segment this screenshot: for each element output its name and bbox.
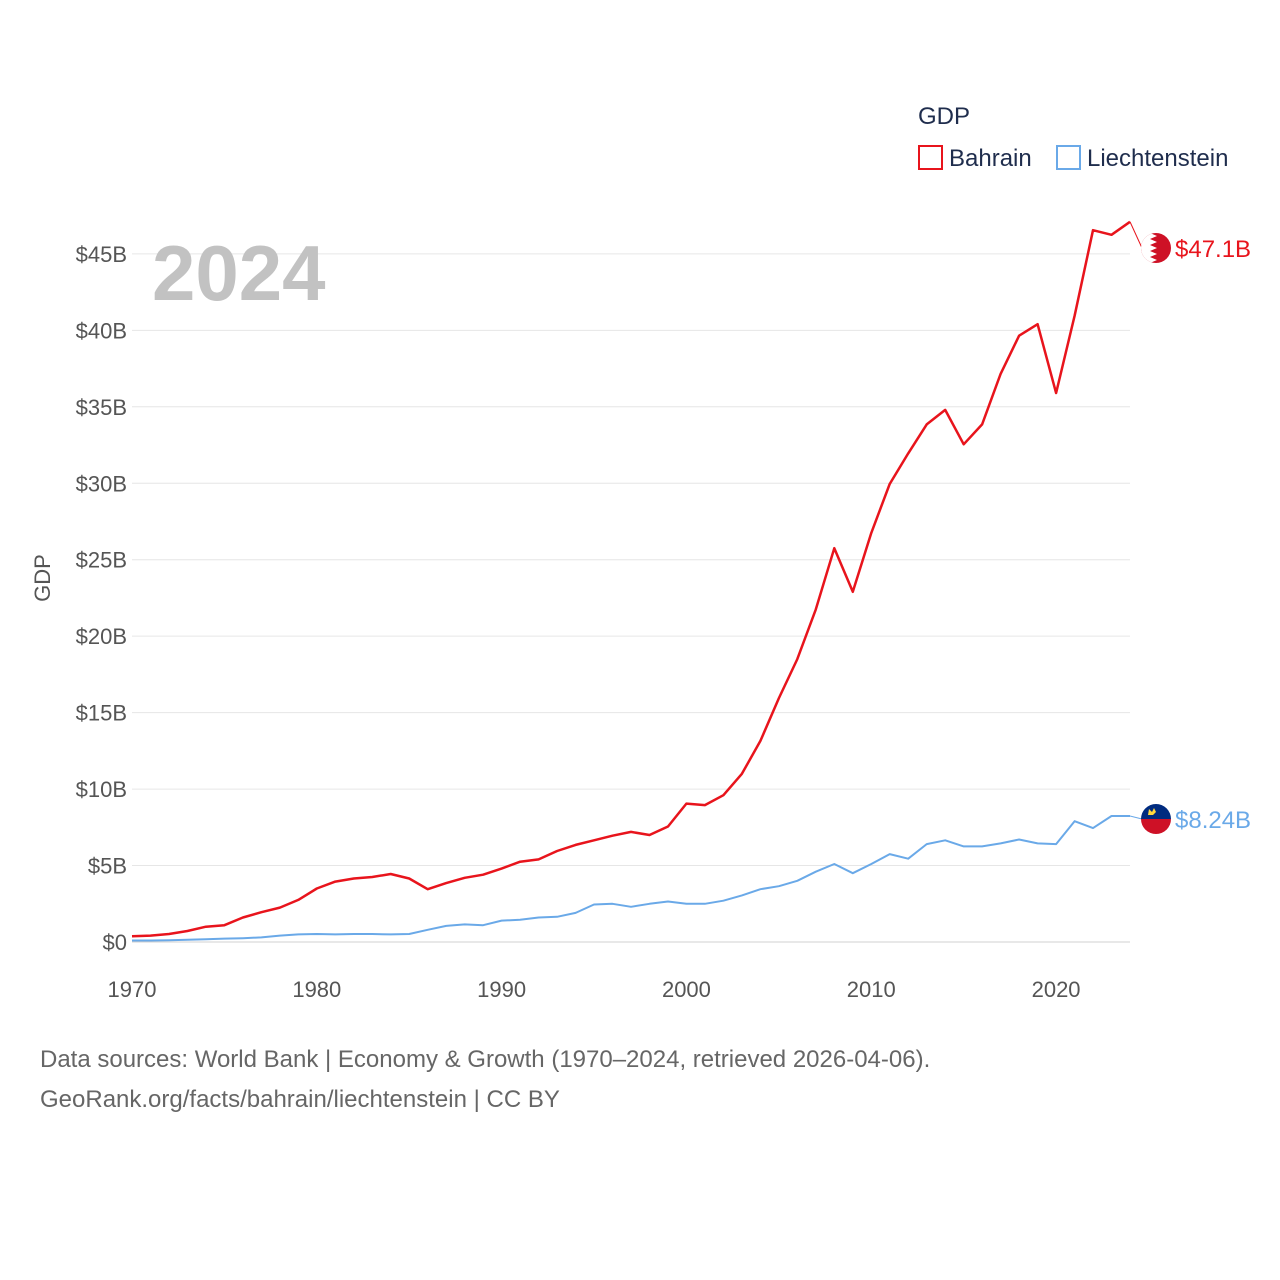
flag-serration: [1141, 233, 1157, 263]
y-axis-label: GDP: [30, 554, 55, 602]
end-connector: [1129, 815, 1143, 820]
y-axis-ticks: $0 $5B $10B $15B $20B $25B $30B $35B $40B $45B: [76, 242, 127, 955]
legend-title: GDP: [918, 103, 970, 130]
flag-bottom: [1141, 819, 1171, 834]
gdp-line-chart: $0 $5B $10B $15B $20B $25B $30B $35B $40B $45B 19…: [30, 103, 1251, 1002]
y-tick-label: $40B: [76, 318, 127, 343]
y-tick-label: $25B: [76, 548, 127, 573]
legend-label-liechtenstein: Liechtenstein: [1087, 145, 1228, 172]
legend-item-liechtenstein[interactable]: Liechtenstein: [1056, 145, 1228, 172]
flag-top: [1141, 804, 1171, 819]
end-label-liechtenstein: $8.24B: [1175, 807, 1251, 834]
series-line-bahrain: [131, 220, 1131, 938]
x-tick-label: 2020: [1032, 977, 1081, 1002]
gridlines: [132, 253, 1130, 943]
legend: GDP Bahrain Liechtenstein: [918, 103, 1228, 172]
crown-icon: [1148, 808, 1156, 815]
end-label-bahrain: $47.1B: [1175, 236, 1251, 263]
y-tick-label: $5B: [88, 854, 127, 879]
legend-swatch-liechtenstein: [1056, 145, 1081, 170]
x-axis-ticks: 1970 1980 1990 2000 2010 2020: [108, 977, 1081, 1002]
y-tick-label: $30B: [76, 471, 127, 496]
liechtenstein-flag-icon: [1141, 804, 1171, 834]
x-tick-label: 1990: [477, 977, 526, 1002]
x-tick-label: 2010: [847, 977, 896, 1002]
end-markers: $47.1B $8.24B: [1129, 221, 1251, 834]
legend-item-bahrain[interactable]: Bahrain: [918, 145, 1032, 172]
y-tick-label: $10B: [76, 777, 127, 802]
end-connector: [1129, 221, 1143, 249]
legend-swatch-bahrain: [918, 145, 943, 170]
y-tick-label: $45B: [76, 242, 127, 267]
x-tick-label: 1980: [292, 977, 341, 1002]
x-tick-label: 2000: [662, 977, 711, 1002]
y-tick-label: $0: [103, 930, 127, 955]
year-watermark: 2024: [152, 229, 326, 317]
y-tick-label: $15B: [76, 701, 127, 726]
y-tick-label: $20B: [76, 624, 127, 649]
series-lines: [131, 220, 1131, 942]
footer-sources-line: Data sources: World Bank | Economy & Gro…: [40, 1046, 931, 1073]
data-sources-footer: Data sources: World Bank | Economy & Gro…: [40, 1040, 930, 1120]
series-line-liechtenstein: [132, 815, 1130, 942]
x-tick-label: 1970: [108, 977, 157, 1002]
footer-link-line[interactable]: GeoRank.org/facts/bahrain/liechtenstein …: [40, 1086, 560, 1113]
bahrain-flag-icon: [1141, 233, 1171, 263]
y-tick-label: $35B: [76, 395, 127, 420]
legend-label-bahrain: Bahrain: [949, 145, 1032, 172]
